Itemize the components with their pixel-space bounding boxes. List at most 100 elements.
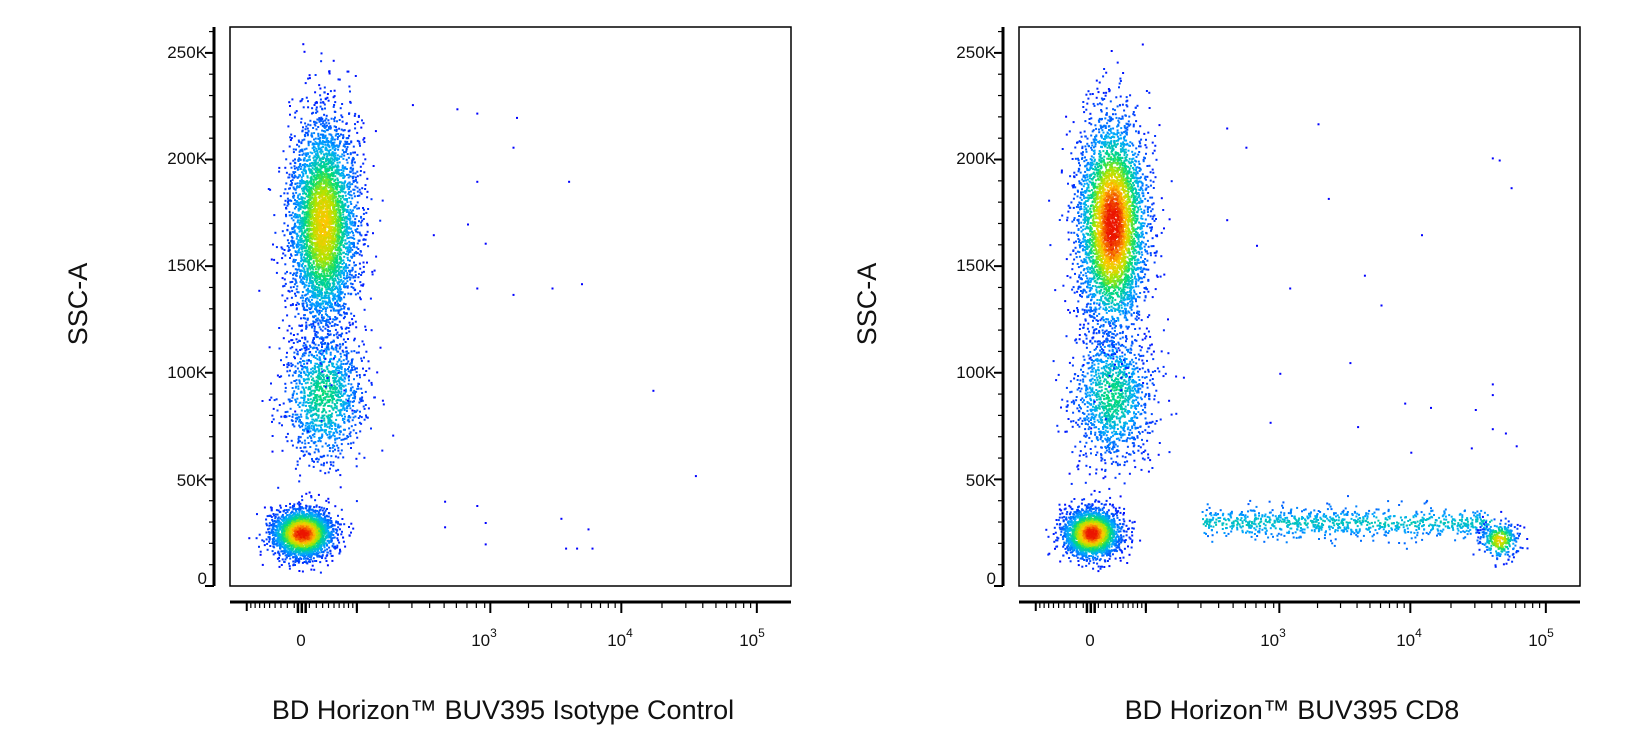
event-dot (260, 551, 262, 553)
event-dot (311, 440, 313, 442)
event-dot (334, 505, 336, 507)
event-dot (346, 327, 348, 329)
event-dot (296, 414, 298, 416)
event-dot (285, 283, 287, 285)
event-dot (368, 407, 370, 409)
event-dot (330, 358, 332, 360)
event-dot (298, 417, 300, 419)
event-dot (348, 398, 350, 400)
event-dot (289, 538, 291, 540)
event-dot (305, 387, 307, 389)
event-dot (303, 342, 305, 344)
event-dot (305, 382, 307, 384)
event-dot (310, 398, 312, 400)
event-dot (300, 558, 302, 560)
event-dot (299, 528, 301, 530)
event-dot (269, 545, 271, 547)
event-dot (310, 544, 312, 546)
event-dot (329, 450, 331, 452)
event-dot (296, 522, 298, 524)
event-dot (334, 548, 336, 550)
event-dot (293, 380, 295, 382)
event-dot (346, 438, 348, 440)
event-dot (382, 400, 384, 402)
event-dot (358, 453, 360, 455)
event-dot (356, 352, 358, 354)
event-dot (363, 357, 365, 359)
event-dot (283, 534, 285, 536)
event-dot (285, 387, 287, 389)
event-dot (326, 415, 328, 417)
event-dot (335, 470, 337, 472)
event-dot (309, 392, 311, 394)
event-dot (284, 530, 286, 532)
event-dot (315, 109, 317, 111)
event-dot (308, 379, 310, 381)
event-dot (277, 551, 279, 553)
event-dot (286, 524, 288, 526)
event-dot (342, 419, 344, 421)
event-dot (331, 341, 333, 343)
event-dot (325, 375, 327, 377)
event-dot (339, 343, 341, 345)
event-dot (308, 453, 310, 455)
event-dot (351, 249, 353, 251)
event-dot (304, 372, 306, 374)
event-dot (313, 533, 315, 535)
event-dot (285, 512, 287, 514)
event-dot (271, 509, 273, 511)
event-dot (279, 376, 281, 378)
event-dot (308, 515, 310, 517)
event-dot (337, 324, 339, 326)
event-dot (344, 377, 346, 379)
event-dot (336, 537, 338, 539)
event-dot (334, 524, 336, 526)
event-dot (326, 560, 328, 562)
event-dot (312, 541, 314, 543)
event-dot (353, 417, 355, 419)
event-dot (292, 529, 294, 531)
event-dot (343, 421, 345, 423)
event-dot (324, 549, 326, 551)
event-dot (302, 543, 304, 545)
event-dot (319, 548, 321, 550)
event-dot (360, 224, 362, 226)
event-dot (337, 154, 339, 156)
event-dot (340, 405, 342, 407)
event-dot (301, 535, 303, 537)
event-dot (336, 363, 338, 365)
event-dot (313, 553, 315, 555)
event-dot (321, 434, 323, 436)
event-dot (303, 354, 305, 356)
event-dot (362, 340, 364, 342)
event-dot (342, 456, 344, 458)
event-dot (328, 547, 330, 549)
event-dot (368, 380, 370, 382)
event-dot (327, 393, 329, 395)
event-dot (335, 400, 337, 402)
event-dot (339, 453, 341, 455)
event-dot (284, 525, 286, 527)
event-dot (316, 358, 318, 360)
event-dot (330, 405, 332, 407)
event-dot (311, 458, 313, 460)
event-dot (342, 401, 344, 403)
event-dot (322, 446, 324, 448)
event-dot (346, 358, 348, 360)
event-dot (340, 393, 342, 395)
event-dot (284, 546, 286, 548)
event-dot (264, 544, 266, 546)
event-dot (316, 401, 318, 403)
event-dot (341, 153, 343, 155)
event-dot (303, 390, 305, 392)
event-dot (307, 520, 309, 522)
event-dot (277, 487, 279, 489)
event-dot (329, 390, 331, 392)
event-dot (332, 543, 334, 545)
event-dot (329, 419, 331, 421)
event-dot (309, 492, 311, 494)
event-dot (353, 350, 355, 352)
event-dot (269, 522, 271, 524)
event-dot (337, 515, 339, 517)
event-dot (313, 428, 315, 430)
